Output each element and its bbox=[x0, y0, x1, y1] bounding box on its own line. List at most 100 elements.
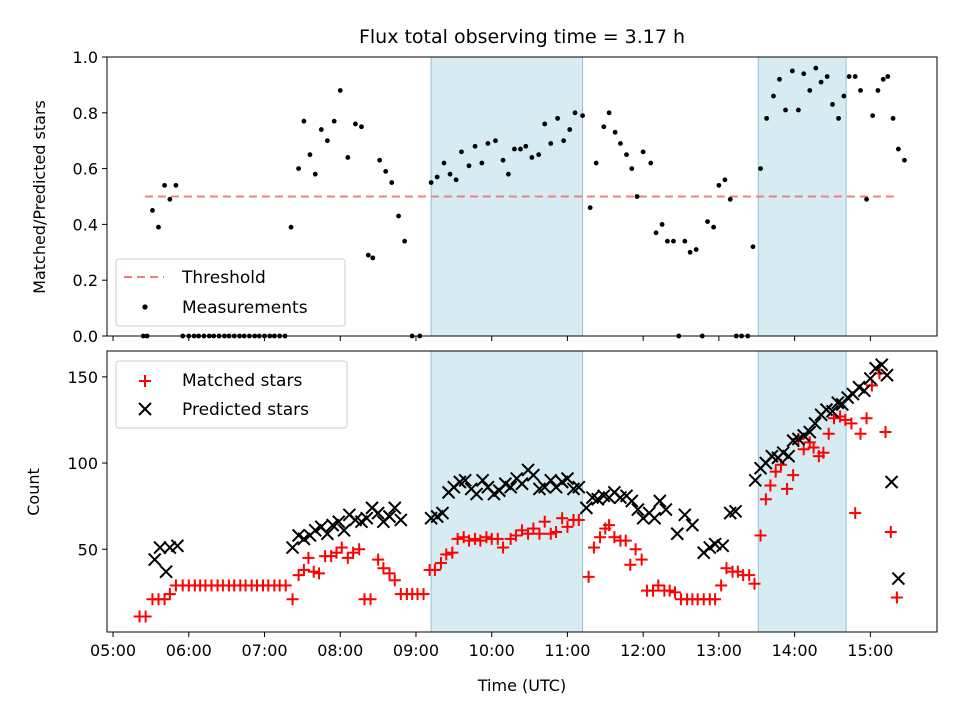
matched-point-35 bbox=[335, 541, 348, 554]
predicted-point-b-33 bbox=[469, 487, 484, 501]
matched-point-54 bbox=[446, 546, 459, 559]
predicted-point-b-12 bbox=[325, 518, 340, 532]
measurement-point-118 bbox=[846, 74, 852, 79]
measurement-point-127 bbox=[895, 146, 901, 152]
measurement-point-115 bbox=[830, 102, 835, 107]
bottom-xtick-label-10: 15:00 bbox=[847, 641, 893, 660]
measurement-point-93 bbox=[699, 333, 705, 339]
measurement-point-25 bbox=[271, 333, 277, 339]
legend-measurements-label: Measurements bbox=[182, 298, 308, 318]
measurement-point-16 bbox=[226, 333, 232, 339]
predicted-point-96 bbox=[857, 383, 872, 398]
predicted-point-b-14 bbox=[337, 523, 351, 537]
predicted-point-b-100 bbox=[880, 368, 894, 382]
measurement-point-90 bbox=[682, 238, 688, 244]
predicted-point-101 bbox=[884, 475, 899, 489]
bottom-ytick-label-2: 150 bbox=[67, 368, 98, 387]
predicted-point-b-98 bbox=[868, 361, 883, 375]
measurement-point-71 bbox=[567, 127, 573, 132]
matched-point-118 bbox=[807, 441, 820, 454]
measurement-point-26 bbox=[277, 333, 283, 339]
predicted-point-b-86 bbox=[803, 425, 817, 439]
measurement-point-30 bbox=[301, 118, 307, 124]
legend-matched-label: Matched stars bbox=[182, 371, 302, 391]
predicted-point-54 bbox=[591, 492, 605, 506]
matched-point-44 bbox=[388, 574, 401, 587]
predicted-point-2 bbox=[159, 564, 173, 579]
predicted-point-b-46 bbox=[544, 473, 558, 488]
measurement-point-117 bbox=[841, 93, 847, 99]
predicted-point-b-38 bbox=[498, 477, 513, 491]
measurement-point-53 bbox=[453, 177, 459, 183]
measurement-point-78 bbox=[612, 129, 618, 135]
measurement-point-51 bbox=[441, 160, 447, 166]
matched-point-31 bbox=[313, 567, 326, 580]
top-ytick-label-4: 0.8 bbox=[73, 104, 98, 123]
measurement-point-123 bbox=[875, 88, 881, 93]
predicted-point-b-85 bbox=[797, 428, 811, 443]
predicted-point-31 bbox=[458, 473, 472, 488]
chart-title: Flux total observing time = 3.17 h bbox=[359, 26, 685, 48]
measurement-point-92 bbox=[693, 247, 699, 252]
measurement-point-12 bbox=[206, 333, 212, 339]
predicted-point-b-0 bbox=[148, 552, 162, 567]
predicted-point-51 bbox=[572, 480, 586, 494]
measurement-point-22 bbox=[256, 333, 262, 339]
matched-point-107 bbox=[748, 577, 761, 590]
measurement-point-72 bbox=[572, 110, 578, 116]
matched-point-72 bbox=[550, 526, 563, 539]
predicted-point-b-64 bbox=[647, 511, 662, 525]
predicted-point-102 bbox=[891, 571, 906, 586]
predicted-point-24 bbox=[394, 513, 408, 527]
predicted-point-b-69 bbox=[685, 518, 700, 532]
bottom-shaded-span-1 bbox=[757, 350, 847, 633]
predicted-point-b-16 bbox=[348, 513, 363, 527]
predicted-point-39 bbox=[503, 480, 518, 494]
predicted-point-b-73 bbox=[715, 539, 730, 553]
measurement-point-50 bbox=[434, 174, 440, 180]
matched-point-89 bbox=[647, 584, 660, 597]
predicted-point-b-13 bbox=[332, 514, 346, 529]
predicted-point-91 bbox=[831, 396, 845, 410]
legend-measurements-swatch bbox=[142, 304, 148, 310]
measurement-point-119 bbox=[852, 74, 858, 79]
predicted-point-b-101 bbox=[884, 475, 899, 489]
measurement-point-80 bbox=[624, 152, 629, 158]
predicted-point-20 bbox=[371, 506, 385, 520]
matched-point-124 bbox=[839, 413, 852, 426]
measurement-point-65 bbox=[529, 155, 535, 160]
predicted-point-b-76 bbox=[748, 473, 762, 488]
measurement-point-33 bbox=[318, 127, 324, 132]
measurement-point-54 bbox=[459, 149, 464, 155]
measurement-point-66 bbox=[536, 152, 542, 158]
measurement-point-87 bbox=[665, 238, 670, 244]
measurement-point-20 bbox=[246, 333, 252, 339]
predicted-point-23 bbox=[388, 501, 402, 515]
predicted-point-b-9 bbox=[308, 523, 322, 537]
matched-point-57 bbox=[462, 534, 475, 547]
predicted-point-73 bbox=[715, 539, 730, 553]
matched-point-30 bbox=[307, 565, 320, 578]
bottom-x-axis-label: Time (UTC) bbox=[477, 676, 566, 695]
top-shaded-span-0 bbox=[430, 56, 584, 337]
predicted-point-b-65 bbox=[653, 494, 667, 508]
measurement-point-2 bbox=[150, 208, 155, 213]
measurement-point-3 bbox=[156, 224, 161, 230]
measurement-point-98 bbox=[727, 196, 733, 202]
predicted-point-82 bbox=[781, 449, 796, 463]
measurement-point-128 bbox=[902, 157, 907, 163]
measurement-point-81 bbox=[629, 166, 635, 172]
measurement-point-68 bbox=[548, 141, 554, 146]
predicted-point-b-24 bbox=[394, 513, 408, 527]
measurement-point-105 bbox=[771, 93, 776, 99]
measurement-point-37 bbox=[345, 155, 351, 160]
measurement-point-112 bbox=[813, 65, 819, 71]
predicted-point-9 bbox=[308, 523, 322, 537]
matched-point-59 bbox=[474, 534, 487, 547]
measurement-point-102 bbox=[750, 244, 756, 250]
measurement-point-108 bbox=[789, 68, 795, 74]
measurement-point-1 bbox=[144, 333, 150, 339]
predicted-point-5 bbox=[285, 540, 300, 555]
measurement-point-88 bbox=[671, 238, 676, 244]
predicted-point-41 bbox=[515, 477, 529, 491]
